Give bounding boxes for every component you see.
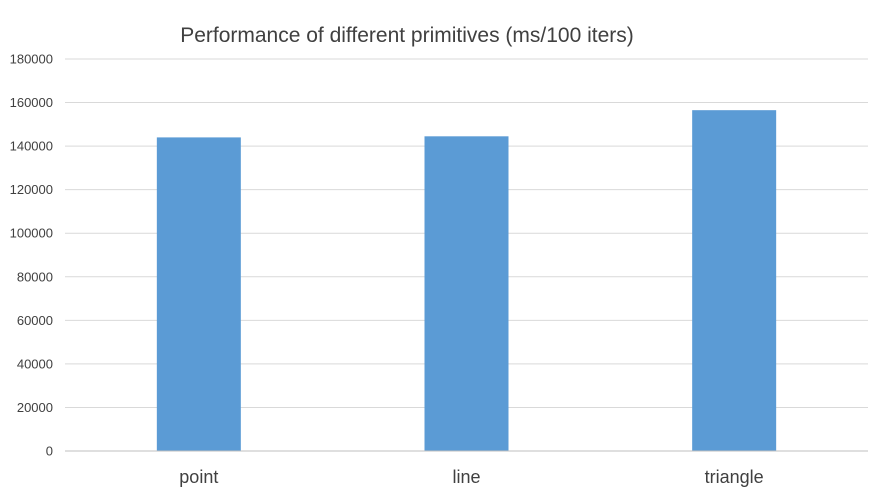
bar-triangle	[692, 110, 777, 451]
x-tick-label: point	[179, 467, 218, 487]
y-tick-label: 40000	[17, 356, 53, 371]
y-tick-label: 80000	[17, 269, 53, 284]
bar-point	[156, 137, 241, 451]
y-tick-label: 0	[46, 444, 53, 459]
y-tick-label: 120000	[10, 182, 53, 197]
y-tick-label: 100000	[10, 226, 53, 241]
y-tick-label: 140000	[10, 139, 53, 154]
x-tick-label: triangle	[705, 467, 764, 487]
y-tick-label: 160000	[10, 95, 53, 110]
bars	[156, 110, 777, 452]
y-tick-label: 20000	[17, 400, 53, 415]
y-tick-label: 180000	[10, 52, 53, 67]
x-tick-label: line	[452, 467, 480, 487]
bar-line	[424, 136, 509, 452]
y-tick-label: 60000	[17, 313, 53, 328]
x-axis-ticks: point line triangle	[179, 467, 763, 487]
chart-title: Performance of different primitives (ms/…	[180, 24, 634, 47]
y-axis-ticks: 0 20000 40000 60000 80000 100000 120000 140000 1…	[10, 52, 53, 459]
